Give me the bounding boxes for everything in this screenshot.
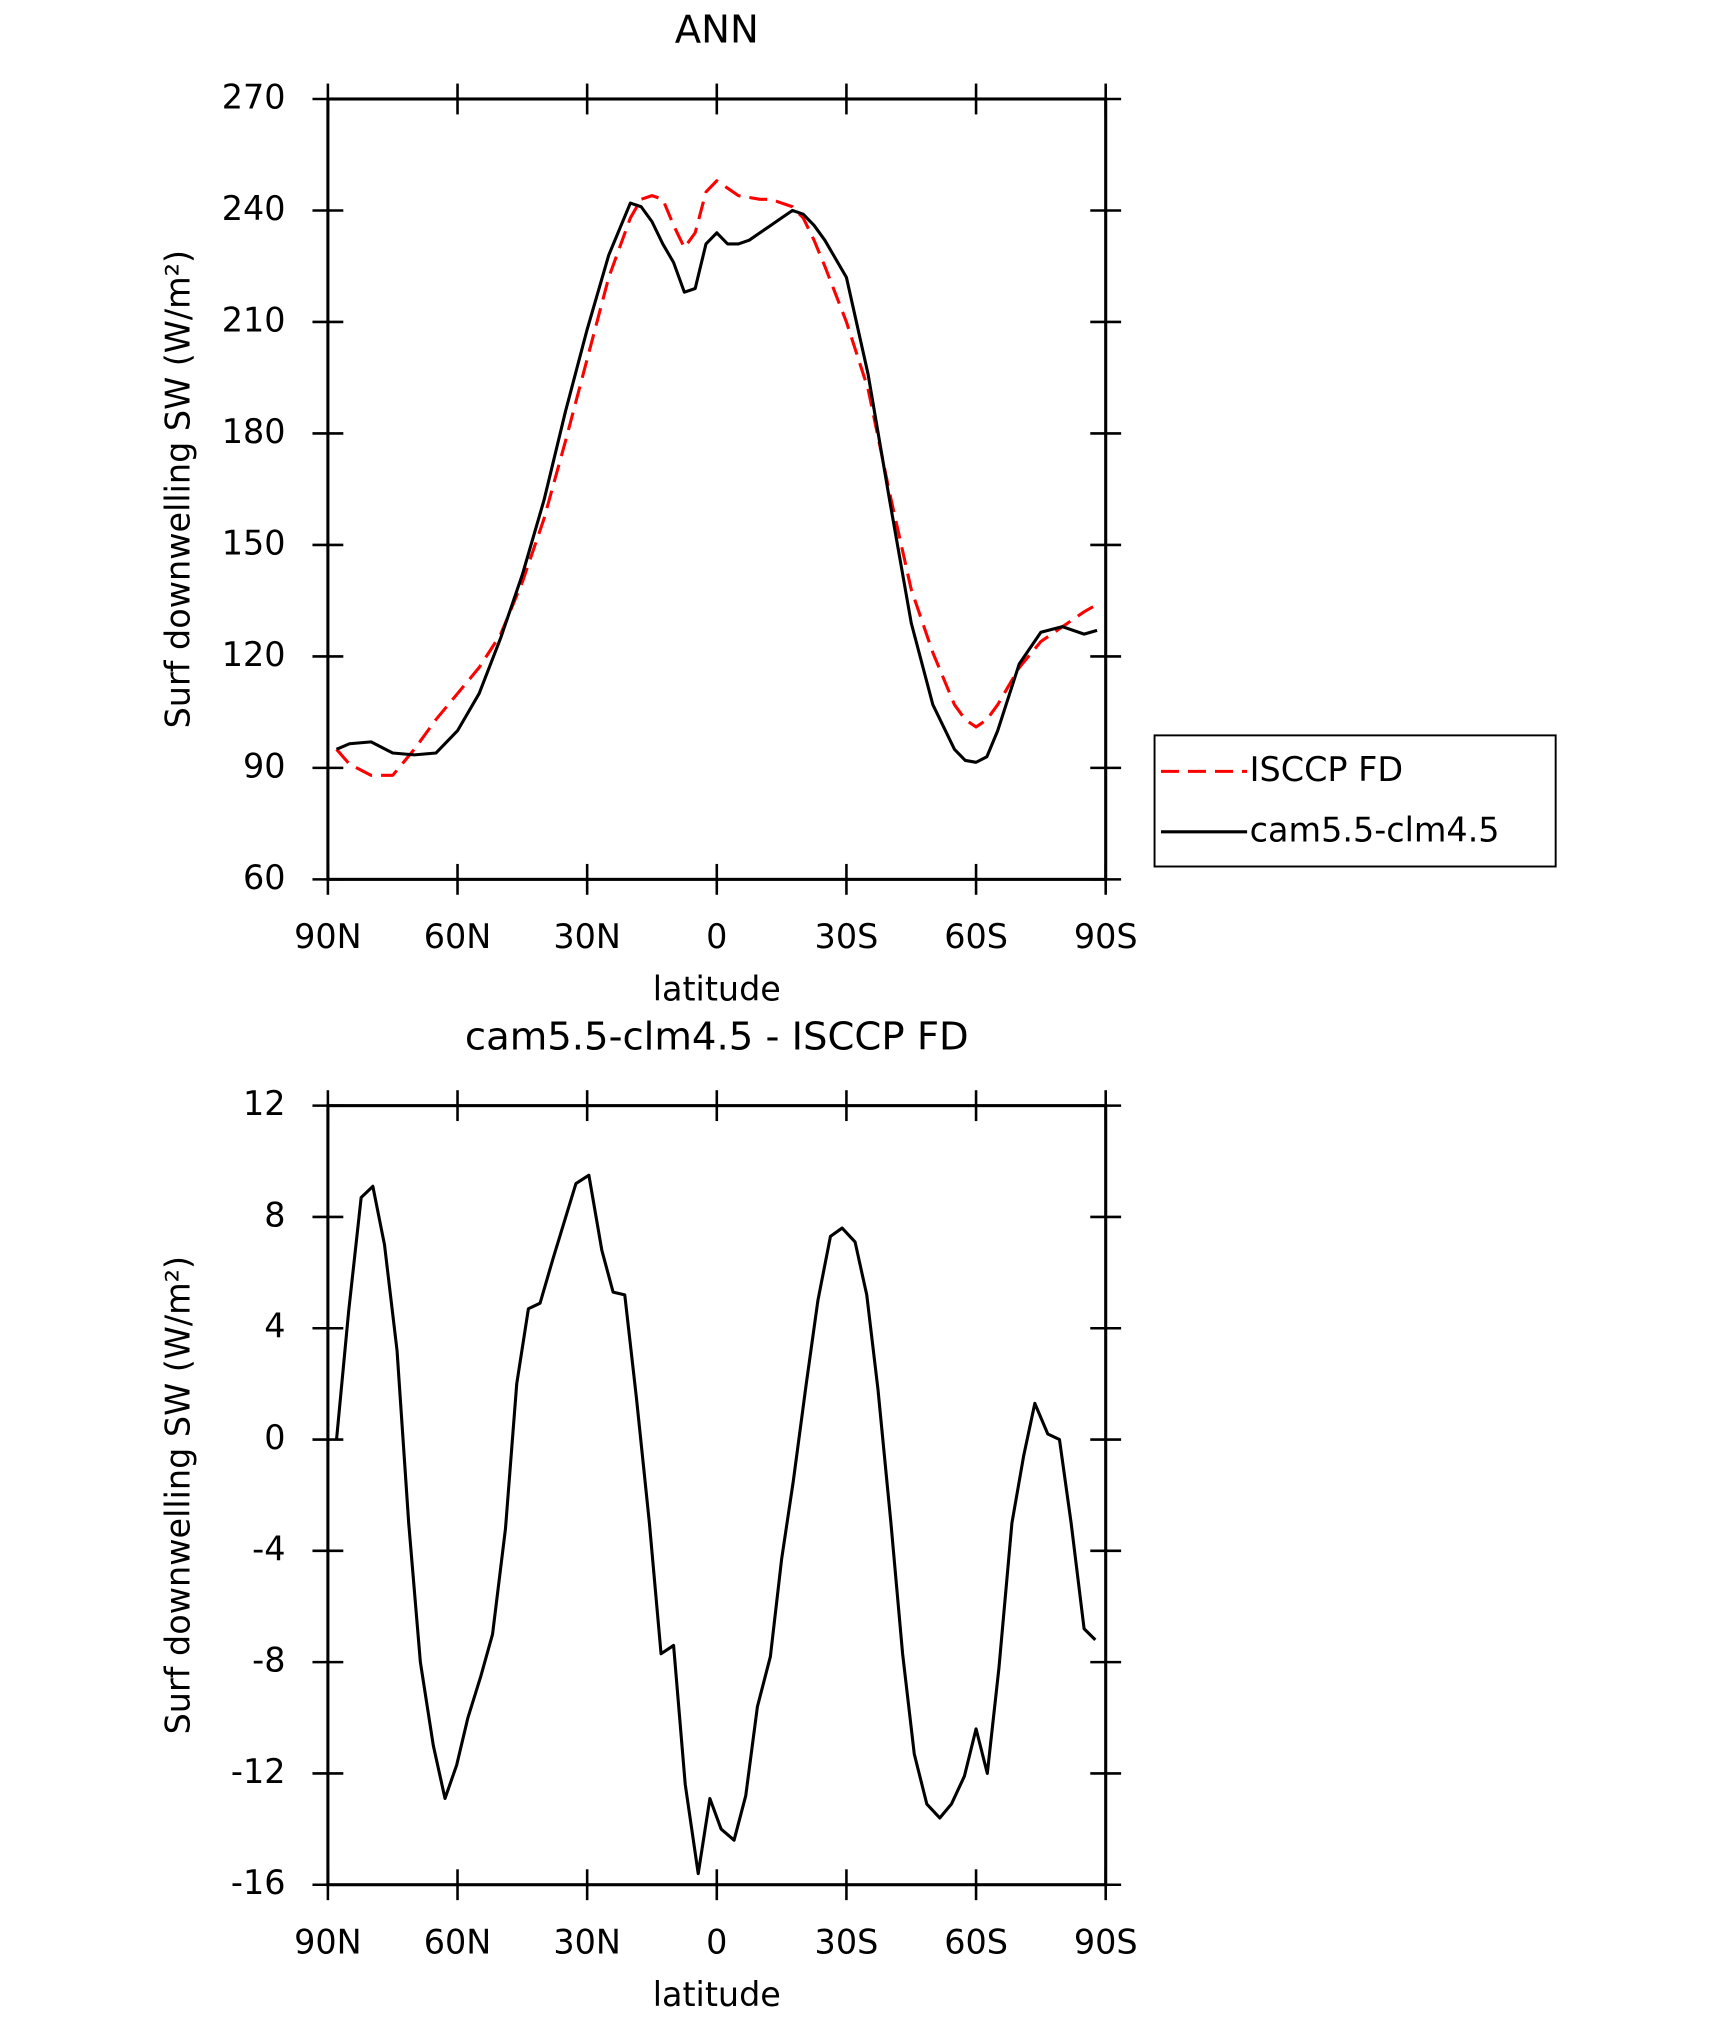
x-tick-label: 90S [1074, 1922, 1138, 1961]
x-tick-label: 60N [424, 917, 492, 956]
data-line [335, 179, 1098, 777]
y-tick-label: 120 [222, 635, 286, 674]
x-tick-label: 30N [553, 1922, 621, 1961]
legend-label: cam5.5-clm4.5 [1250, 810, 1500, 849]
x-tick-label: 90N [294, 1922, 362, 1961]
y-tick-label: 210 [222, 300, 286, 339]
y-tick-label: 180 [222, 412, 286, 451]
y-tick-label: 0 [264, 1418, 285, 1457]
y-tick-label: -8 [252, 1641, 285, 1680]
x-tick-label: 30S [815, 917, 879, 956]
plot-frame [326, 97, 1108, 881]
y-tick-label: 270 [222, 77, 286, 116]
y-tick-label: 150 [222, 523, 286, 562]
x-tick-label: 60S [944, 917, 1008, 956]
x-axis-label: latitude [653, 970, 781, 1009]
x-tick-label: 60N [424, 1922, 492, 1961]
x-tick-label: 90N [294, 917, 362, 956]
data-line [334, 1173, 1097, 1876]
y-tick-label: 12 [243, 1084, 286, 1123]
y-axis-label: Surf downwelling SW (W/m²) [159, 1256, 198, 1734]
plot-frame [326, 1104, 1108, 1887]
x-tick-label: 90S [1074, 917, 1138, 956]
x-tick-label: 0 [706, 1922, 727, 1961]
y-tick-label: 8 [264, 1195, 285, 1234]
y-tick-label: -16 [231, 1863, 286, 1902]
y-axis-label: Surf downwelling SW (W/m²) [159, 250, 198, 729]
chart-title: ANN [675, 8, 759, 53]
legend-box [1153, 734, 1557, 868]
x-tick-label: 30S [815, 1922, 879, 1961]
y-tick-label: 240 [222, 189, 286, 228]
y-tick-label: 4 [264, 1307, 285, 1346]
x-tick-label: 30N [553, 917, 621, 956]
x-tick-label: 60S [944, 1922, 1008, 1961]
legend-label: ISCCP FD [1250, 750, 1403, 789]
data-line [335, 201, 1098, 764]
y-tick-label: 90 [243, 746, 286, 785]
y-tick-label: -4 [252, 1529, 285, 1568]
x-tick-label: 0 [706, 917, 727, 956]
x-axis-label: latitude [653, 1975, 781, 2014]
y-tick-label: -12 [231, 1752, 286, 1791]
y-tick-label: 60 [243, 858, 286, 897]
chart-title: cam5.5-clm4.5 - ISCCP FD [465, 1014, 969, 1059]
